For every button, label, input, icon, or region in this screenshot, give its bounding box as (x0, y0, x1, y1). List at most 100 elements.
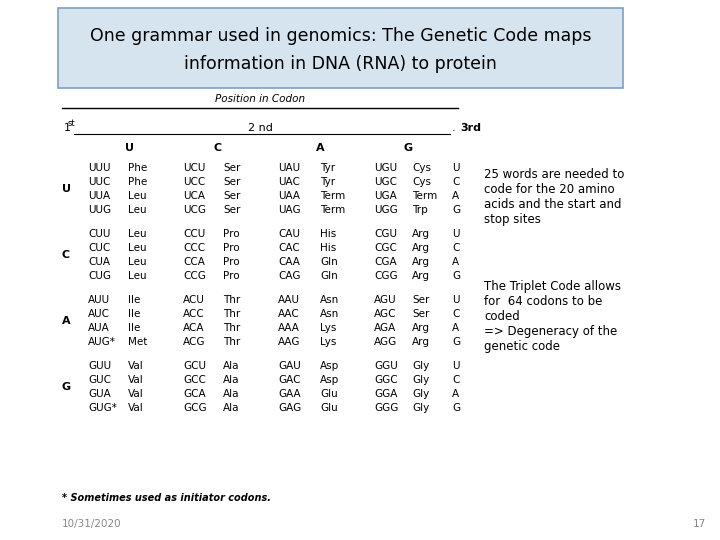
Text: CAA: CAA (278, 257, 300, 267)
Text: Ile: Ile (128, 309, 140, 319)
Text: Cys: Cys (412, 163, 431, 173)
Text: genetic code: genetic code (484, 340, 560, 353)
Text: Ala: Ala (223, 361, 240, 371)
Text: UAG: UAG (278, 205, 301, 215)
Text: Leu: Leu (128, 205, 147, 215)
Text: C: C (452, 243, 459, 253)
Text: AAA: AAA (278, 323, 300, 333)
Text: UCU: UCU (183, 163, 205, 173)
Text: Cys: Cys (412, 177, 431, 187)
Text: Arg: Arg (412, 243, 430, 253)
Text: GCA: GCA (183, 389, 206, 399)
Text: ACU: ACU (183, 295, 205, 305)
Text: Asp: Asp (320, 361, 339, 371)
Text: GGA: GGA (374, 389, 397, 399)
Text: UCA: UCA (183, 191, 205, 201)
Text: Thr: Thr (223, 295, 240, 305)
Text: C: C (452, 375, 459, 385)
Text: Glu: Glu (320, 389, 338, 399)
Text: GAU: GAU (278, 361, 301, 371)
Text: Ile: Ile (128, 323, 140, 333)
Text: UGC: UGC (374, 177, 397, 187)
Text: stop sites: stop sites (484, 213, 541, 226)
Text: His: His (320, 229, 336, 239)
Text: ACG: ACG (183, 337, 205, 347)
Text: A: A (315, 143, 324, 153)
Text: Thr: Thr (223, 323, 240, 333)
Text: UCG: UCG (183, 205, 206, 215)
Text: Val: Val (128, 389, 144, 399)
Text: AGG: AGG (374, 337, 397, 347)
Text: AUA: AUA (88, 323, 109, 333)
Text: for  64 codons to be: for 64 codons to be (484, 295, 603, 308)
Text: A: A (452, 191, 459, 201)
Text: CGC: CGC (374, 243, 397, 253)
Text: Ala: Ala (223, 375, 240, 385)
Text: GUU: GUU (88, 361, 111, 371)
Text: Asn: Asn (320, 295, 339, 305)
Text: Leu: Leu (128, 229, 147, 239)
Text: UAU: UAU (278, 163, 300, 173)
FancyBboxPatch shape (58, 8, 623, 88)
Text: Ile: Ile (128, 295, 140, 305)
Text: AGA: AGA (374, 323, 396, 333)
Text: Leu: Leu (128, 191, 147, 201)
Text: GUC: GUC (88, 375, 111, 385)
Text: Thr: Thr (223, 337, 240, 347)
Text: G: G (452, 403, 460, 413)
Text: Term: Term (320, 191, 346, 201)
Text: Arg: Arg (412, 271, 430, 281)
Text: C: C (214, 143, 222, 153)
Text: Glu: Glu (320, 403, 338, 413)
Text: Ser: Ser (223, 177, 240, 187)
Text: => Degeneracy of the: => Degeneracy of the (484, 325, 617, 338)
Text: GCG: GCG (183, 403, 207, 413)
Text: Arg: Arg (412, 257, 430, 267)
Text: Val: Val (128, 403, 144, 413)
Text: st: st (68, 119, 76, 129)
Text: One grammar used in genomics: The Genetic Code maps: One grammar used in genomics: The Geneti… (90, 27, 591, 45)
Text: Arg: Arg (412, 323, 430, 333)
Text: CUG: CUG (88, 271, 111, 281)
Text: Val: Val (128, 361, 144, 371)
Text: UAC: UAC (278, 177, 300, 187)
Text: UGA: UGA (374, 191, 397, 201)
Text: U: U (125, 143, 135, 153)
Text: A: A (452, 389, 459, 399)
Text: Asn: Asn (320, 309, 339, 319)
Text: UAA: UAA (278, 191, 300, 201)
Text: Phe: Phe (128, 177, 148, 187)
Text: 25 words are needed to: 25 words are needed to (484, 168, 624, 181)
Text: CGU: CGU (374, 229, 397, 239)
Text: Ala: Ala (223, 389, 240, 399)
Text: Tyr: Tyr (320, 177, 335, 187)
Text: Gly: Gly (412, 361, 429, 371)
Text: CUU: CUU (88, 229, 110, 239)
Text: G: G (452, 205, 460, 215)
Text: information in DNA (RNA) to protein: information in DNA (RNA) to protein (184, 55, 497, 73)
Text: C: C (452, 177, 459, 187)
Text: U: U (452, 163, 459, 173)
Text: UCC: UCC (183, 177, 205, 187)
Text: Lys: Lys (320, 323, 336, 333)
Text: Ser: Ser (223, 163, 240, 173)
Text: Gly: Gly (412, 389, 429, 399)
Text: CUC: CUC (88, 243, 110, 253)
Text: G: G (452, 271, 460, 281)
Text: AGU: AGU (374, 295, 397, 305)
Text: 17: 17 (693, 519, 706, 529)
Text: AUG*: AUG* (88, 337, 116, 347)
Text: CCC: CCC (183, 243, 205, 253)
Text: U: U (452, 229, 459, 239)
Text: CAU: CAU (278, 229, 300, 239)
Text: 1: 1 (64, 123, 71, 133)
Text: AAG: AAG (278, 337, 300, 347)
Text: CGA: CGA (374, 257, 397, 267)
Text: GGU: GGU (374, 361, 397, 371)
Text: Val: Val (128, 375, 144, 385)
Text: Term: Term (412, 191, 437, 201)
Text: The Triplet Code allows: The Triplet Code allows (484, 280, 621, 293)
Text: .: . (452, 123, 456, 133)
Text: Pro: Pro (223, 243, 240, 253)
Text: acids and the start and: acids and the start and (484, 198, 621, 211)
